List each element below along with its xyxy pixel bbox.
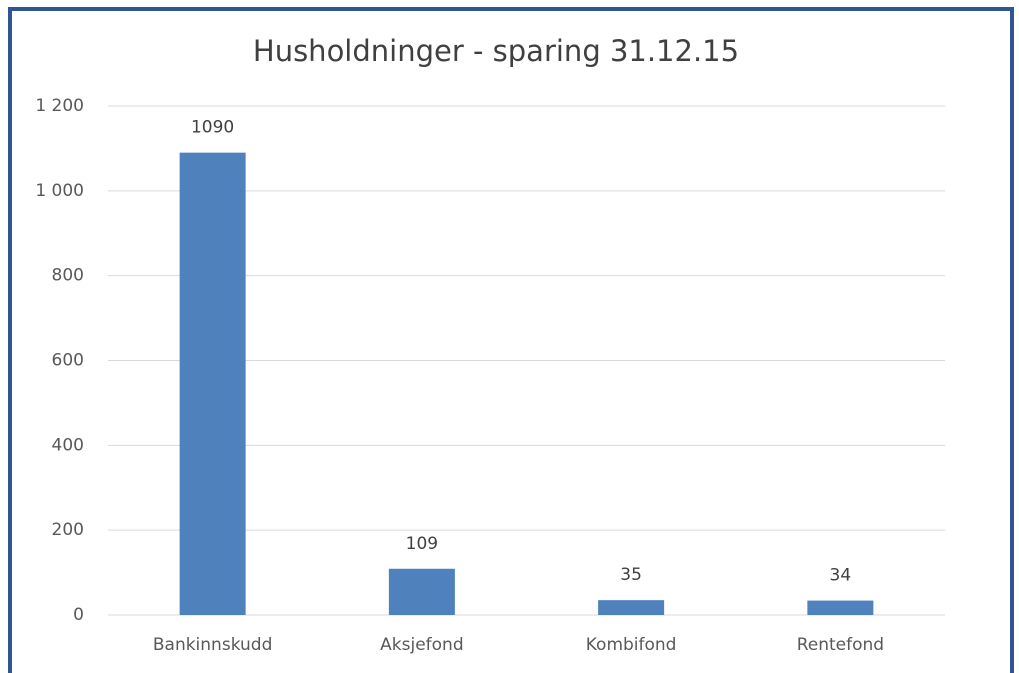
data-label: 109	[406, 534, 438, 554]
x-tick-label: Kombifond	[586, 635, 677, 655]
y-tick-label: 0	[73, 605, 84, 625]
x-tick-label: Rentefond	[797, 635, 884, 655]
frame	[8, 7, 1014, 673]
bar	[388, 568, 455, 615]
x-tick-label: Aksjefond	[380, 635, 463, 655]
bar	[598, 600, 665, 615]
data-label: 35	[620, 565, 642, 585]
y-tick-label: 1 000	[35, 181, 84, 201]
bar	[807, 600, 874, 615]
chart-title: Husholdninger - sparing 31.12.15	[253, 34, 739, 68]
data-label: 34	[830, 566, 852, 586]
y-tick-label: 800	[52, 266, 84, 286]
bar	[179, 152, 246, 616]
y-tick-label: 400	[52, 435, 84, 455]
x-tick-label: Bankinnskudd	[153, 635, 273, 655]
y-tick-label: 1 200	[35, 96, 84, 116]
y-tick-label: 200	[52, 520, 84, 540]
data-label: 1090	[191, 118, 234, 138]
y-tick-label: 600	[52, 351, 84, 371]
